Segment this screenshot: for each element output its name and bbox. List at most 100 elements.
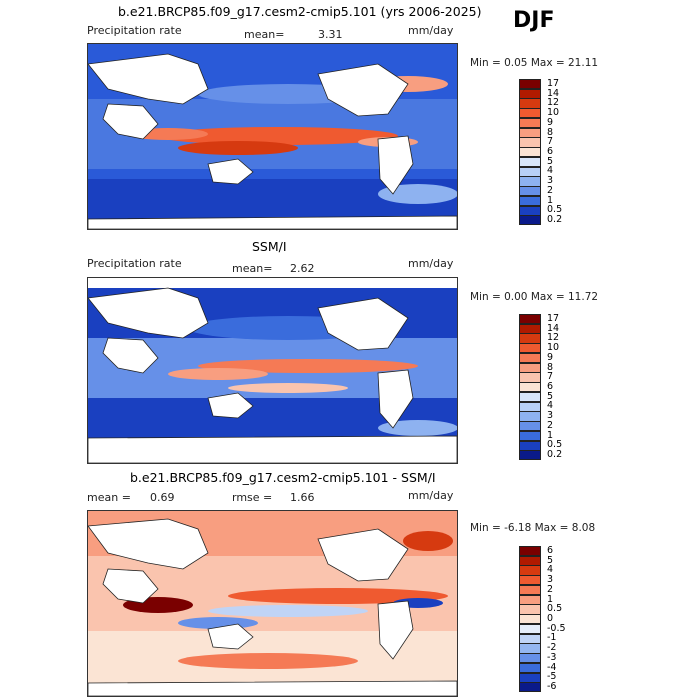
colorbar-label: 12 [547,97,560,109]
panel-1-map [87,43,458,230]
colorbar-label: 6 [547,146,554,157]
colorbar-cell [519,565,541,576]
panel-2-map-graphic [88,278,457,463]
panel-3-rmse-value: 1.66 [290,491,315,504]
colorbar-cell [519,584,541,596]
colorbar-label: 4 [547,400,554,412]
colorbar-cell [519,98,541,109]
colorbar-cell [519,215,541,226]
colorbar-label: 2 [547,583,554,595]
panel-2-variable-label: Precipitation rate [87,257,182,270]
panel-1-map-graphic [88,44,457,229]
colorbar-label: 6 [547,544,554,556]
colorbar-cell [519,662,541,674]
colorbar-cell [519,411,541,422]
colorbar-label: 1 [547,429,554,441]
colorbar-label: 2 [547,184,554,196]
colorbar-label: -0.5 [547,622,566,634]
panel-2-mean-value: 2.62 [290,262,315,275]
colorbar-label: 5 [547,390,554,402]
colorbar-cell [519,643,541,654]
colorbar-label: 1 [547,194,554,206]
panel-2-minmax: Min = 0.00 Max = 11.72 [470,291,599,303]
panel-1-mean-label: mean= [244,28,285,41]
colorbar-cell [519,176,541,187]
colorbar-cell [519,430,541,442]
colorbar-label: 0.2 [547,214,563,226]
colorbar-cell [519,195,541,207]
colorbar-label: 10 [547,342,560,354]
colorbar-cell [519,333,541,344]
colorbar-label: -3 [547,651,557,663]
panel-1-variable-label: Precipitation rate [87,24,182,37]
panel-3-units: mm/day [408,489,454,502]
panel-3-mean-value: 0.69 [150,491,175,504]
colorbar-label: 14 [547,322,560,334]
colorbar-cell [519,343,541,354]
panel-3-title: b.e21.BRCP85.f09_g17.cesm2-cmip5.101 - S… [130,470,436,485]
colorbar-label: 0.5 [547,439,563,451]
colorbar-cell [519,372,541,383]
colorbar-cell [519,575,541,586]
colorbar-cell [519,352,541,364]
colorbar-label: 0.5 [547,603,563,615]
season-label: DJF [513,8,555,33]
colorbar-label: 14 [547,87,560,99]
colorbar-label: 12 [547,332,560,344]
colorbar-cell [519,323,541,334]
panel-2-mean-label: mean= [232,262,273,275]
colorbar-label: -1 [547,632,557,644]
colorbar-cell [519,623,541,635]
colorbar-cell [519,421,541,432]
colorbar-cell [519,440,541,451]
colorbar-label: 4 [547,564,554,576]
colorbar-cell [519,137,541,148]
colorbar-cell [519,653,541,664]
panel-2-map [87,277,458,464]
panel-2-colorbar: 17 14 12 10 9 8 7 6 5 4 3 2 1 0.5 0.2 [519,313,562,461]
panel-1-minmax: Min = 0.05 Max = 21.11 [470,57,599,69]
colorbar-label: 4 [547,165,554,177]
colorbar-label: -6 [547,681,557,693]
panel-3-minmax: Min = -6.18 Max = 8.08 [470,522,596,534]
colorbar-label: 3 [547,175,554,187]
colorbar-cell [519,108,541,119]
colorbar-cell [519,604,541,615]
colorbar-label: -5 [547,671,557,683]
panel-3-rmse-label: rmse = [232,491,273,504]
colorbar-label: 10 [547,107,560,119]
colorbar-label: 17 [547,312,560,324]
colorbar-cell [519,382,541,393]
colorbar-label: -2 [547,642,557,654]
colorbar-label: 3 [547,574,554,586]
panel-3-mean-label: mean = [87,491,131,504]
colorbar-cell [519,546,541,557]
panel-1-colorbar: 17 14 12 10 9 8 7 6 5 4 3 2 1 0.5 0.2 [519,78,562,226]
panel-1-units: mm/day [408,24,454,37]
colorbar-label: 9 [547,351,554,363]
colorbar-cell [519,88,541,99]
colorbar-label: 9 [547,116,554,128]
panel-1-title: b.e21.BRCP85.f09_g17.cesm2-cmip5.101 (yr… [118,4,482,19]
colorbar-cell [519,186,541,197]
colorbar-cell [519,614,541,625]
colorbar-label: 17 [547,77,560,89]
panel-2-title: SSM/I [252,239,287,254]
colorbar-cell [519,127,541,138]
colorbar-cell [519,147,541,158]
colorbar-cell [519,79,541,90]
colorbar-label: 2 [547,419,554,431]
colorbar-label: 5 [547,554,554,566]
panel-3-map-graphic [88,511,457,696]
colorbar-label: 0.5 [547,204,563,216]
colorbar-label: 0 [547,613,554,624]
colorbar-label: 8 [547,126,554,138]
panel-3-map [87,510,458,697]
colorbar-label: 8 [547,361,554,373]
colorbar-label: 1 [547,593,554,605]
colorbar-cell [519,362,541,373]
colorbar-cell [519,672,541,683]
colorbar-cell [519,391,541,403]
colorbar-cell [519,156,541,168]
colorbar-label: 0.2 [547,449,563,461]
